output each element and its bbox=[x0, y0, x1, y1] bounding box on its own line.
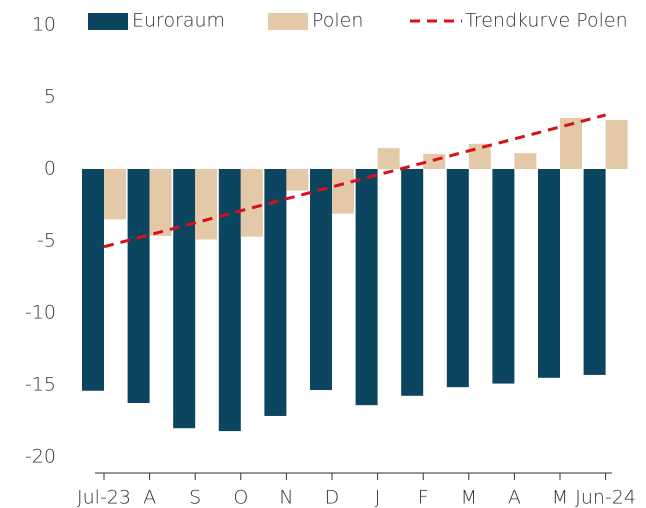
legend-swatch bbox=[88, 13, 128, 30]
legend-label: Polen bbox=[312, 10, 363, 32]
x-tick-label: M bbox=[461, 487, 477, 508]
bar bbox=[264, 169, 287, 416]
bar bbox=[401, 169, 424, 396]
x-tick-label: O bbox=[233, 487, 248, 508]
bar bbox=[605, 120, 628, 169]
bar bbox=[355, 169, 378, 406]
bar bbox=[218, 169, 241, 432]
x-tick-label: F bbox=[418, 487, 429, 508]
x-tick-label: A bbox=[143, 487, 156, 508]
y-tick-label: -15 bbox=[25, 374, 56, 396]
bar bbox=[468, 143, 491, 169]
x-tick-label: N bbox=[279, 487, 293, 508]
bar bbox=[446, 169, 469, 388]
legend-label: Euroraum bbox=[132, 10, 225, 32]
y-tick-label: 10 bbox=[32, 14, 56, 36]
bar bbox=[127, 169, 150, 403]
bar bbox=[104, 169, 126, 220]
bar bbox=[82, 169, 104, 391]
x-tick-label: J bbox=[375, 487, 381, 508]
y-tick-label: -5 bbox=[37, 230, 56, 252]
x-tick-label: Jul-23 bbox=[77, 487, 131, 508]
trend-line bbox=[103, 113, 606, 249]
bar bbox=[149, 169, 172, 236]
y-tick-label: 5 bbox=[44, 86, 56, 108]
x-tick-label: S bbox=[189, 487, 201, 508]
bar bbox=[560, 117, 582, 169]
bar bbox=[514, 153, 537, 169]
legend-swatch bbox=[268, 13, 308, 30]
y-tick-label: -10 bbox=[25, 302, 56, 324]
bar bbox=[195, 169, 218, 240]
bar bbox=[332, 169, 354, 214]
bar bbox=[538, 169, 560, 378]
bar bbox=[286, 169, 309, 191]
x-tick-label: D bbox=[325, 487, 340, 508]
x-tick-label: Jun-24 bbox=[575, 487, 636, 508]
bar bbox=[240, 169, 263, 237]
y-tick-label: -20 bbox=[25, 446, 56, 468]
bar bbox=[310, 169, 332, 391]
y-tick-label: 0 bbox=[44, 158, 56, 180]
legend-label: Trendkurve Polen bbox=[465, 10, 628, 32]
x-tick-label: M bbox=[552, 487, 568, 508]
bar bbox=[173, 169, 196, 429]
bar bbox=[583, 169, 606, 375]
x-tick-label: A bbox=[508, 487, 521, 508]
bar bbox=[377, 148, 400, 169]
bar bbox=[492, 169, 515, 384]
